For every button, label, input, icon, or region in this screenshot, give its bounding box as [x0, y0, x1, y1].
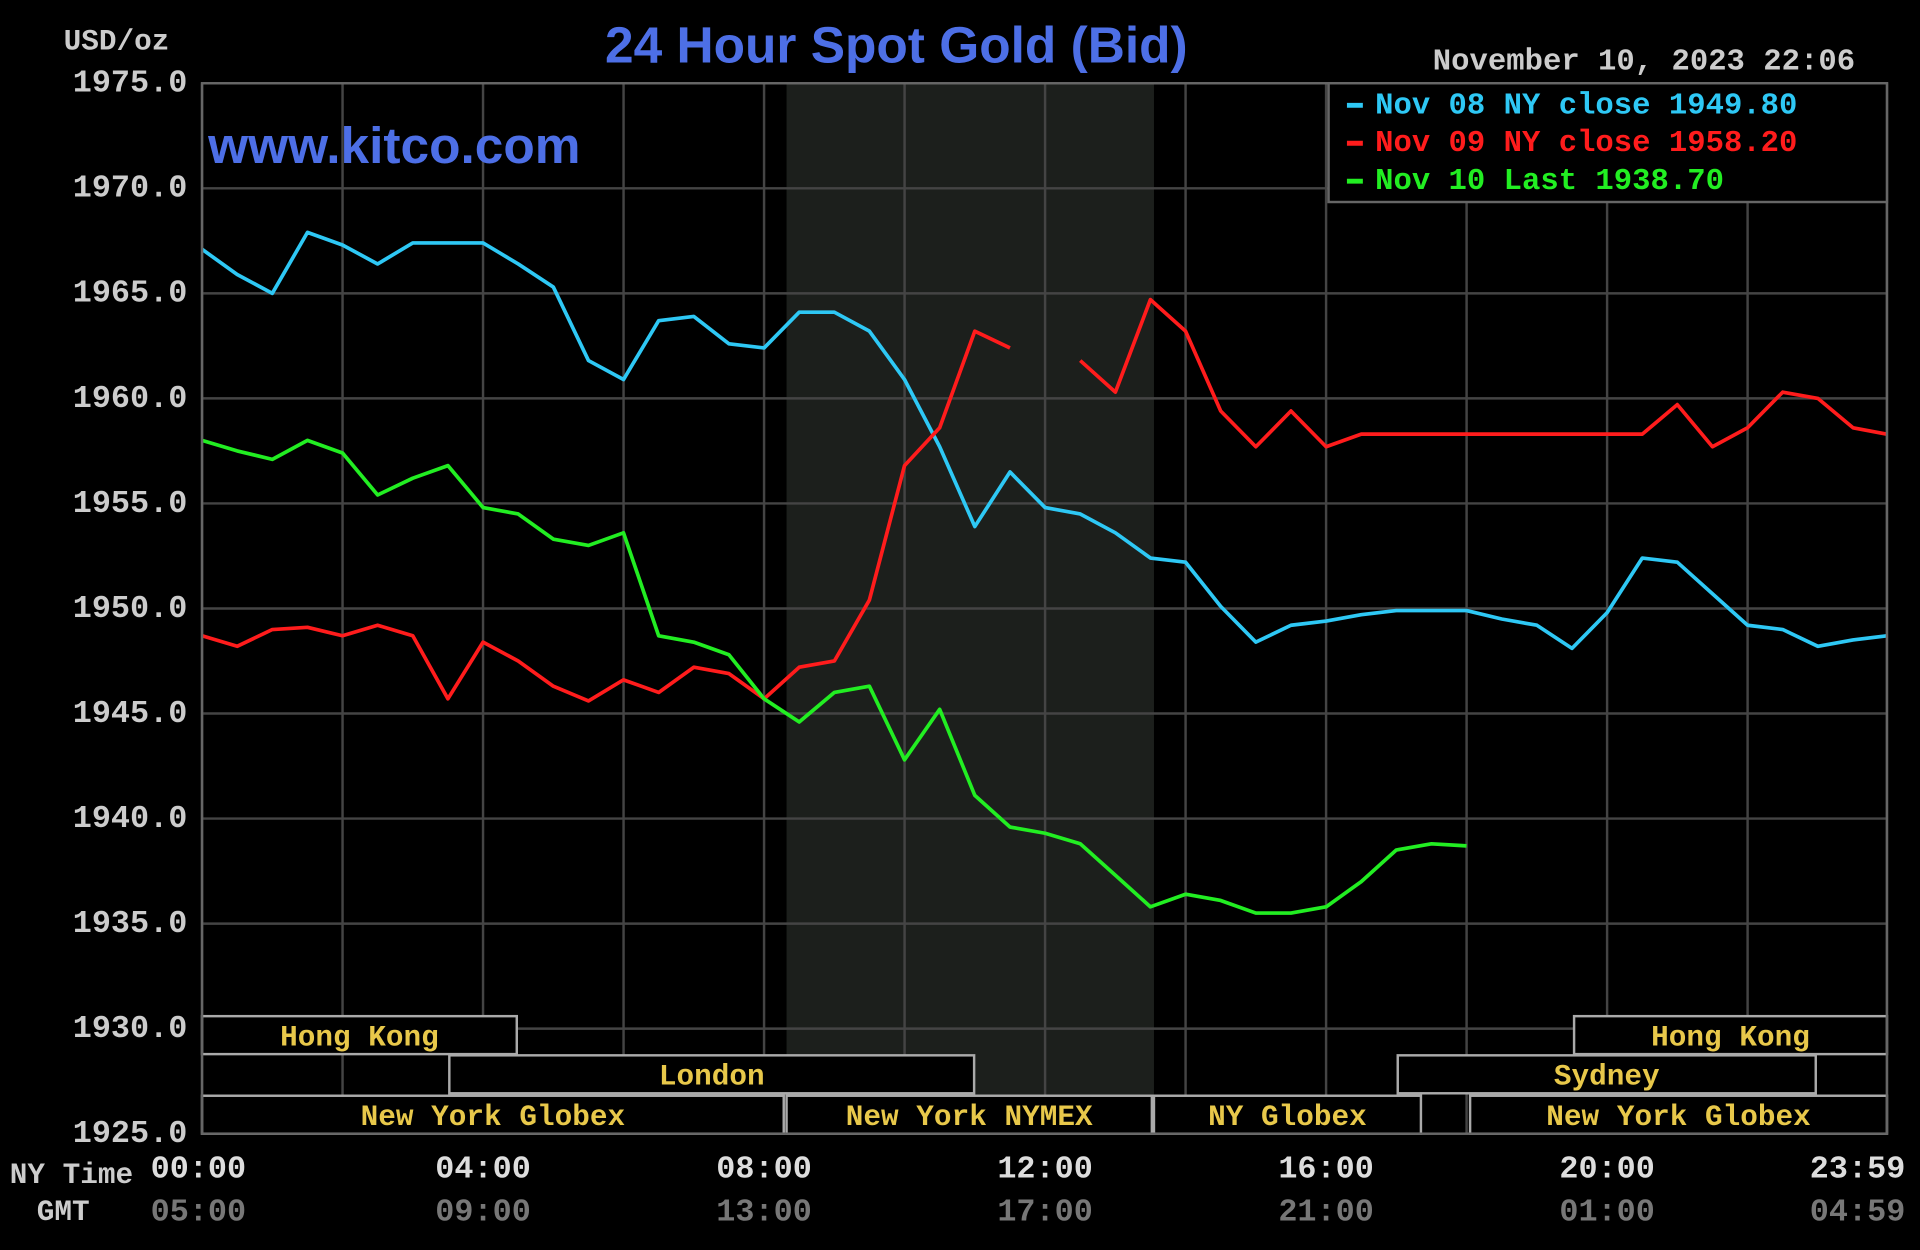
- legend-value: 1938.70: [1595, 165, 1724, 199]
- series-line: [201, 438, 1467, 915]
- timestamp: November 10, 2023 22:06: [1433, 45, 1855, 79]
- session-box: [200, 1014, 518, 1056]
- y-axis-label: USD/oz: [64, 25, 170, 58]
- legend-box: [1327, 82, 1889, 204]
- y-tick-label: 1925.0: [73, 1116, 188, 1152]
- legend-name: Nov 08 NY close: [1375, 89, 1650, 123]
- y-tick-label: 1970.0: [73, 171, 188, 207]
- y-tick-label: 1945.0: [73, 696, 188, 732]
- session-box: [448, 1054, 976, 1095]
- legend-name: Nov 10 Last: [1375, 165, 1577, 199]
- watermark: www.kitco.com: [207, 116, 580, 174]
- y-tick-label: 1965.0: [73, 276, 188, 312]
- series-line: [200, 230, 1888, 651]
- session-box: [1396, 1054, 1817, 1095]
- gmt-tick-label: 13:00: [716, 1194, 812, 1230]
- gmt-tick-label: 21:00: [1278, 1194, 1374, 1230]
- x-tick-label: 16:00: [1278, 1152, 1374, 1188]
- y-tick-label: 1955.0: [73, 486, 188, 522]
- y-tick-label: 1950.0: [73, 591, 188, 627]
- x-tick-label: 12:00: [997, 1152, 1093, 1188]
- legend-entry: Nov 08 NY close 1949.80: [1375, 89, 1797, 123]
- y-tick-label: 1940.0: [73, 801, 188, 837]
- gmt-tick-label: 01:00: [1559, 1194, 1655, 1230]
- x-tick-label: 20:00: [1559, 1152, 1655, 1188]
- y-tick-label: 1930.0: [73, 1011, 188, 1047]
- x-tick-label: 23:59: [1810, 1152, 1906, 1188]
- session-label: New York NYMEX: [846, 1101, 1093, 1134]
- plot-frame: [200, 82, 1889, 1135]
- x-row-label: NY Time: [10, 1159, 133, 1192]
- chart-title: 24 Hour Spot Gold (Bid): [605, 16, 1188, 74]
- gmt-tick-label: 05:00: [151, 1194, 247, 1230]
- gmt-tick-label: 04:59: [1810, 1194, 1906, 1230]
- y-tick-label: 1960.0: [73, 381, 188, 417]
- legend-name: Nov 09 NY close: [1375, 127, 1650, 161]
- legend-value: 1949.80: [1669, 89, 1798, 123]
- session-label: New York Globex: [1546, 1101, 1810, 1134]
- session-label: London: [659, 1061, 765, 1094]
- session-label: NY Globex: [1208, 1101, 1367, 1134]
- legend-value: 1958.20: [1669, 127, 1798, 161]
- y-tick-label: 1975.0: [73, 66, 188, 102]
- gmt-tick-label: 09:00: [435, 1194, 531, 1230]
- gmt-tick-label: 17:00: [997, 1194, 1093, 1230]
- session-label: Hong Kong: [1651, 1021, 1810, 1054]
- y-tick-label: 1935.0: [73, 906, 188, 942]
- x-tick-label: 04:00: [435, 1152, 531, 1188]
- legend-entry: Nov 09 NY close 1958.20: [1375, 127, 1797, 161]
- session-box: [785, 1094, 1154, 1135]
- session-label: Sydney: [1554, 1061, 1660, 1094]
- x-tick-label: 08:00: [716, 1152, 812, 1188]
- gmt-row-label: GMT: [37, 1196, 90, 1229]
- series-line: [201, 297, 1888, 703]
- legend-entry: Nov 10 Last 1938.70: [1375, 165, 1724, 199]
- session-label: New York Globex: [361, 1101, 625, 1134]
- x-tick-label: 00:00: [151, 1152, 247, 1188]
- session-label: Hong Kong: [280, 1021, 439, 1054]
